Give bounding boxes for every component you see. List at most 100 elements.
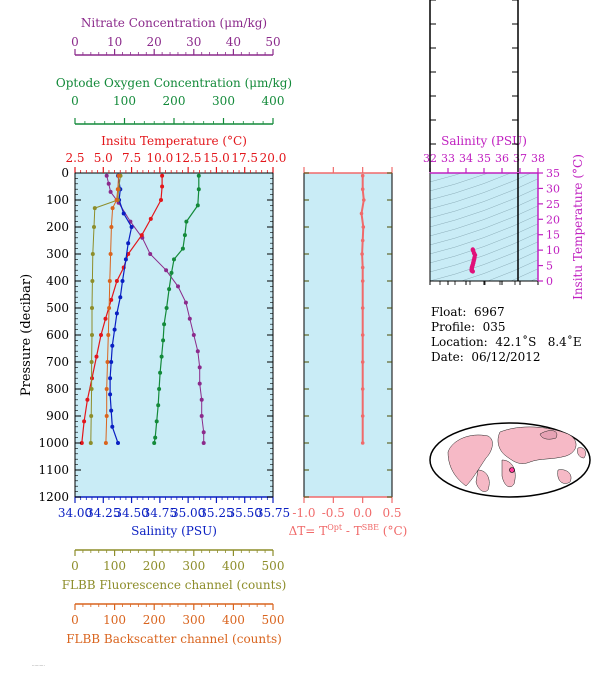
- ts-density-contour: [430, 205, 538, 246]
- delta-t-point: [360, 173, 365, 178]
- ts-density-contour: [510, 268, 538, 281]
- ts-temp-tick-label: 35: [546, 167, 560, 180]
- ts-density-contour: [430, 241, 538, 281]
- pressure-axis: 0 100 200 300 400 500 600 700 800 900 1000 1100 1200…: [19, 166, 273, 504]
- fluorescence-tick-label: 500: [262, 559, 285, 573]
- nitrate-tick-label: 10: [107, 35, 122, 49]
- salinity-point: [116, 441, 120, 445]
- info-date: Date: 06/12/2012: [431, 350, 541, 364]
- oxygen-tick-label: 100: [113, 94, 136, 108]
- info-float: Float: 6967: [431, 305, 505, 319]
- backscatter-point: [107, 279, 112, 283]
- nitrate-tick-label: 40: [226, 35, 241, 49]
- tiny-footer-text: ..........: [32, 662, 45, 667]
- delta-t-tick-label: 0.0: [353, 506, 372, 520]
- ts-temp-axis-label: Insitu Temperature (°C): [571, 154, 585, 300]
- backscatter-point: [104, 387, 109, 391]
- salinity-point: [120, 279, 125, 283]
- ts-salinity-tick-label: 38: [531, 152, 545, 165]
- oxygen-point: [196, 173, 201, 178]
- salinity-point: [110, 343, 115, 348]
- world-map: [429, 422, 591, 498]
- nitrate-point: [201, 430, 206, 435]
- oxygen-tick-label: 300: [212, 94, 235, 108]
- pressure-tick-label: 100: [46, 193, 69, 207]
- oxygen-point: [196, 187, 201, 192]
- delta-t-point: [360, 333, 365, 337]
- pressure-tick-label: 500: [46, 301, 69, 315]
- pressure-tick-label: 800: [46, 382, 69, 396]
- oxygen-point: [162, 322, 167, 327]
- oxygen-point: [161, 338, 166, 343]
- fluorescence-point: [89, 387, 94, 391]
- backscatter-point: [105, 360, 110, 364]
- main-plot-area: [75, 173, 273, 497]
- temperature-point: [85, 397, 90, 402]
- ts-density-contour: [430, 173, 489, 192]
- ts-density-contour: [430, 223, 538, 264]
- nitrate-point: [199, 397, 204, 402]
- pressure-tick-label: 300: [46, 247, 69, 261]
- nitrate-tick-label: 30: [186, 35, 201, 49]
- backscatter-tick-label: 400: [222, 613, 245, 627]
- temperature-point: [109, 297, 114, 302]
- ts-temp-tick-label: 30: [546, 182, 560, 195]
- temperature-axis: 2.5 5.0 7.5 10.0 12.5 15.0 17.5 20.0 Insitu Temp…: [65, 134, 286, 173]
- temperature-tick-label: 7.5: [122, 151, 141, 165]
- oxygen-point: [159, 354, 164, 359]
- ts-series-group: [469, 247, 478, 274]
- delta-t-point: [360, 252, 364, 256]
- salinity-point: [123, 257, 128, 262]
- nitrate-point: [197, 365, 202, 370]
- pressure-tick-label: 700: [46, 355, 69, 369]
- ts-density-contour: [461, 250, 538, 281]
- salinity-tick-label: 34.00: [58, 506, 92, 520]
- salinity-axis-label: Salinity (PSU): [131, 524, 217, 538]
- ts-temp-tick-label: 5: [546, 260, 553, 273]
- float-location-marker: [509, 467, 515, 473]
- pressure-tick-label: 400: [46, 274, 69, 288]
- fluorescence-tick-label: 300: [182, 559, 205, 573]
- oxygen-point: [172, 257, 176, 262]
- ts-density-contour: [430, 232, 538, 273]
- backscatter-axis-label: FLBB Backscatter channel (counts): [66, 632, 282, 646]
- oxygen-point: [182, 233, 187, 238]
- temperature-point: [148, 216, 153, 221]
- salinity-tick-label: 35.50: [228, 506, 262, 520]
- fluorescence-point: [90, 333, 94, 337]
- salinity-axis: 34.0034.2534.5034.7535.0035.2535.5035.75…: [58, 496, 290, 538]
- ts-density-contour: [430, 173, 512, 201]
- temperature-point: [82, 419, 87, 424]
- nitrate-point: [148, 252, 153, 256]
- delta-t-point: [361, 225, 366, 229]
- delta-t-tick-label: 0.5: [382, 506, 401, 520]
- temperature-tick-label: 2.5: [65, 151, 84, 165]
- delta-t-point: [360, 187, 365, 191]
- delta-t-point: [360, 387, 365, 391]
- fluorescence-point: [90, 279, 95, 283]
- ts-density-contour: [487, 259, 538, 281]
- salinity-point: [108, 392, 113, 397]
- delta-t-point: [360, 279, 365, 283]
- nitrate-point: [187, 316, 192, 321]
- pressure-tick-label: 1200: [38, 490, 69, 504]
- ts-density-contour: [430, 173, 532, 210]
- delta-t-point: [360, 265, 365, 270]
- ts-plot-area: [430, 173, 538, 281]
- oxygen-point: [154, 419, 159, 424]
- ts-density-contour: [430, 173, 463, 183]
- info-location: Location: 42.1˚S 8.4˚E: [431, 335, 582, 349]
- delta-t-point: [360, 238, 365, 243]
- oxygen-point: [169, 270, 174, 275]
- temperature-tick-label: 10.0: [146, 151, 173, 165]
- salinity-tick-label: 34.75: [143, 506, 177, 520]
- nitrate-tick-label: 20: [147, 35, 162, 49]
- fluorescence-point: [92, 206, 97, 211]
- oxygen-tick-label: 200: [163, 94, 186, 108]
- pressure-tick-label: 200: [46, 220, 69, 234]
- fluorescence-tick-label: 0: [71, 559, 79, 573]
- delta-t-tick-label: -1.0: [292, 506, 315, 520]
- salinity-tick-label: 35.00: [171, 506, 205, 520]
- backscatter-tick-label: 0: [71, 613, 79, 627]
